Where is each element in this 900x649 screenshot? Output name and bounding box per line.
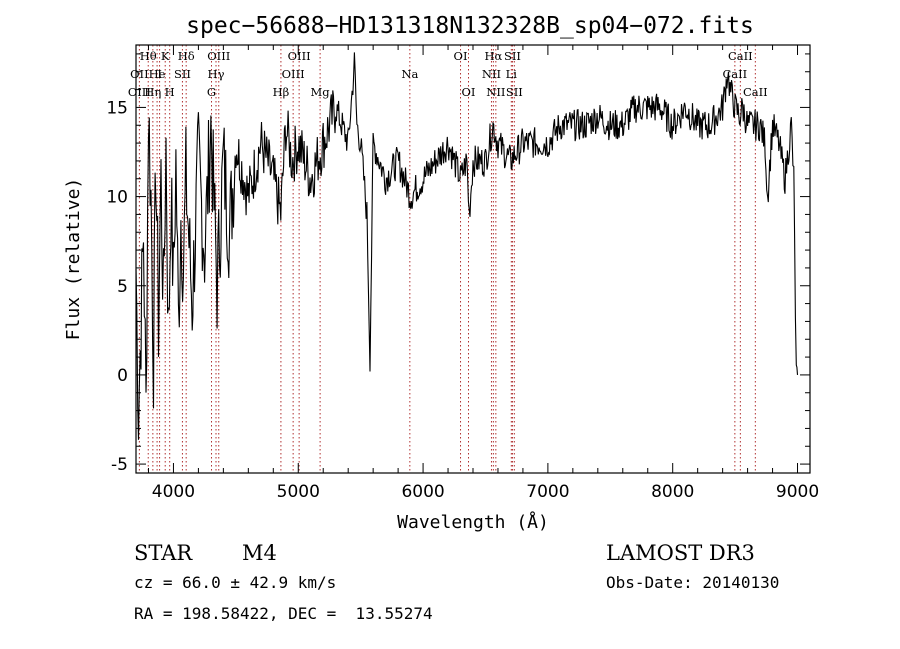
obs-date: Obs-Date: 20140130 bbox=[606, 573, 780, 592]
line-label-17: Li bbox=[506, 67, 518, 81]
line-label-22: G bbox=[207, 85, 216, 99]
x-axis-label: Wavelength (Å) bbox=[397, 511, 549, 533]
line-label-19: OIII bbox=[128, 85, 151, 99]
chart-title: spec−56688−HD131318N132328B_sp04−072.fit… bbox=[186, 13, 754, 39]
line-label-11: I bbox=[157, 67, 162, 81]
survey-name: LAMOST DR3 bbox=[606, 541, 755, 565]
redshift-cz: cz = 66.0 ± 42.9 km/s bbox=[134, 573, 337, 592]
x-tick-label-4: 8000 bbox=[651, 482, 694, 502]
line-label-0: Hθ bbox=[140, 49, 157, 63]
line-label-13: Hγ bbox=[208, 67, 225, 81]
line-label-7: SII bbox=[504, 49, 521, 63]
line-label-21: H bbox=[165, 85, 175, 99]
line-label-2: Hδ bbox=[178, 49, 195, 63]
x-tick-label-3: 7000 bbox=[526, 482, 569, 502]
y-tick-label-4: 15 bbox=[106, 98, 128, 118]
x-tick-label-5: 9000 bbox=[776, 482, 819, 502]
line-label-27: SII bbox=[506, 85, 523, 99]
y-tick-label-3: 10 bbox=[106, 188, 128, 208]
line-label-16: NII bbox=[482, 67, 501, 81]
y-tick-label-1: 0 bbox=[117, 366, 128, 386]
subclass: M4 bbox=[242, 541, 277, 565]
x-axis-ticks: 4000 5000 6000 7000 8000 9000 bbox=[147, 45, 819, 502]
line-label-15: Na bbox=[401, 67, 418, 81]
line-label-26: NII bbox=[486, 85, 505, 99]
line-label-3: OIII bbox=[207, 49, 230, 63]
spectral-line-markers bbox=[138, 45, 756, 473]
x-tick-label-1: 5000 bbox=[277, 482, 320, 502]
spectrum-line bbox=[135, 52, 799, 440]
y-axis-ticks: -5 0 5 10 15 bbox=[106, 53, 810, 475]
line-label-20: Hη bbox=[144, 85, 161, 99]
y-tick-label-0: -5 bbox=[111, 455, 128, 475]
y-axis-label: Flux (relative) bbox=[63, 178, 84, 341]
x-tick-label-2: 6000 bbox=[401, 482, 444, 502]
line-label-4: OIII bbox=[288, 49, 311, 63]
x-tick-label-0: 4000 bbox=[152, 482, 195, 502]
line-label-23: Hβ bbox=[273, 85, 290, 99]
line-label-6: Hα bbox=[484, 49, 502, 63]
line-label-24: Mg bbox=[311, 85, 331, 99]
line-label-1: K bbox=[161, 49, 170, 63]
line-label-25: OI bbox=[462, 85, 476, 99]
line-label-10: He bbox=[149, 67, 166, 81]
line-label-28: CaII bbox=[743, 85, 768, 99]
line-label-5: OI bbox=[454, 49, 468, 63]
line-label-14: OIII bbox=[282, 67, 305, 81]
line-label-9: OII bbox=[130, 67, 149, 81]
object-type: STAR bbox=[134, 541, 193, 565]
plot-frame bbox=[135, 44, 811, 474]
y-tick-label-2: 5 bbox=[117, 277, 128, 297]
line-label-8: CaII bbox=[728, 49, 753, 63]
ra-dec: RA = 198.58422, DEC = 13.55274 bbox=[134, 604, 433, 623]
line-label-12: SII bbox=[174, 67, 191, 81]
